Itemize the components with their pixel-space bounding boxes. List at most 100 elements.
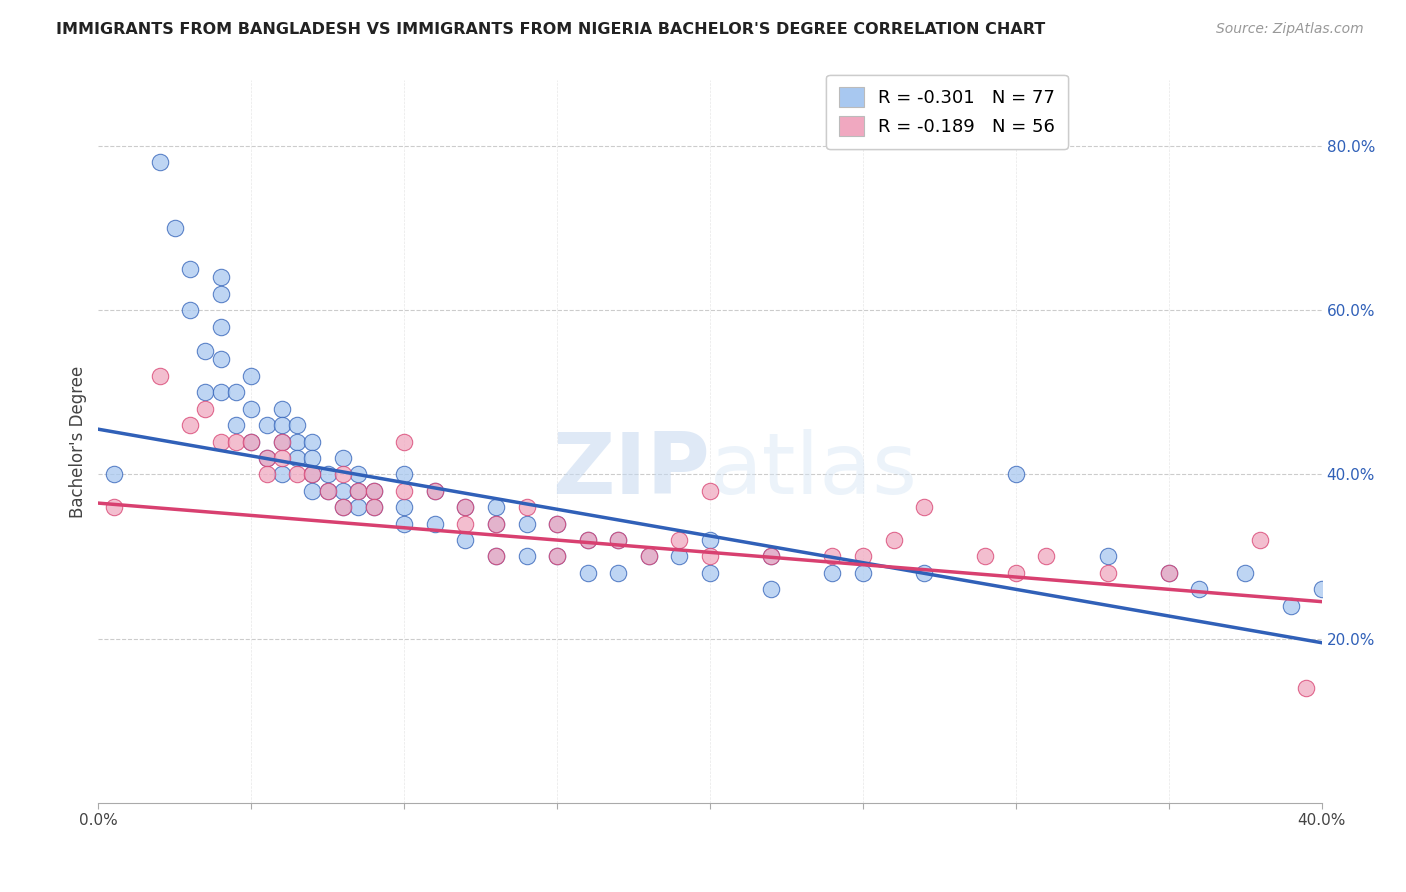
- Point: [240, 401, 263, 416]
- Point: [209, 286, 232, 301]
- Point: [759, 549, 782, 564]
- Point: [392, 483, 416, 498]
- Y-axis label: Bachelor's Degree: Bachelor's Degree: [69, 366, 87, 517]
- Point: [285, 450, 308, 465]
- Point: [209, 319, 232, 334]
- Point: [1249, 533, 1271, 547]
- Point: [637, 549, 661, 564]
- Point: [668, 549, 690, 564]
- Point: [546, 549, 568, 564]
- Point: [485, 516, 508, 531]
- Point: [607, 566, 630, 580]
- Point: [1004, 467, 1026, 482]
- Point: [256, 450, 278, 465]
- Point: [270, 450, 292, 465]
- Point: [516, 500, 538, 515]
- Point: [516, 516, 538, 531]
- Point: [256, 418, 278, 433]
- Point: [194, 385, 217, 400]
- Point: [240, 434, 263, 449]
- Point: [1157, 566, 1180, 580]
- Point: [332, 450, 354, 465]
- Point: [392, 500, 416, 515]
- Point: [103, 467, 125, 482]
- Point: [270, 434, 292, 449]
- Point: [1295, 681, 1317, 695]
- Text: atlas: atlas: [710, 429, 918, 512]
- Point: [256, 450, 278, 465]
- Point: [316, 483, 339, 498]
- Point: [392, 516, 416, 531]
- Point: [759, 549, 782, 564]
- Point: [607, 533, 630, 547]
- Point: [1097, 566, 1119, 580]
- Point: [852, 566, 875, 580]
- Point: [699, 483, 721, 498]
- Point: [225, 418, 247, 433]
- Point: [852, 549, 875, 564]
- Point: [209, 385, 232, 400]
- Point: [912, 566, 935, 580]
- Point: [256, 467, 278, 482]
- Point: [301, 483, 323, 498]
- Point: [363, 483, 385, 498]
- Point: [225, 385, 247, 400]
- Point: [699, 549, 721, 564]
- Text: ZIP: ZIP: [553, 429, 710, 512]
- Point: [392, 434, 416, 449]
- Point: [821, 566, 844, 580]
- Point: [285, 434, 308, 449]
- Point: [699, 533, 721, 547]
- Point: [179, 262, 201, 277]
- Point: [103, 500, 125, 515]
- Point: [240, 434, 263, 449]
- Point: [179, 303, 201, 318]
- Text: IMMIGRANTS FROM BANGLADESH VS IMMIGRANTS FROM NIGERIA BACHELOR'S DEGREE CORRELAT: IMMIGRANTS FROM BANGLADESH VS IMMIGRANTS…: [56, 22, 1046, 37]
- Point: [546, 516, 568, 531]
- Point: [392, 467, 416, 482]
- Point: [363, 500, 385, 515]
- Point: [316, 483, 339, 498]
- Point: [347, 483, 370, 498]
- Point: [1279, 599, 1302, 613]
- Point: [516, 549, 538, 564]
- Point: [240, 368, 263, 383]
- Point: [163, 221, 186, 235]
- Point: [637, 549, 661, 564]
- Point: [423, 483, 446, 498]
- Point: [363, 500, 385, 515]
- Point: [1097, 549, 1119, 564]
- Point: [1188, 582, 1211, 597]
- Point: [332, 483, 354, 498]
- Point: [270, 434, 292, 449]
- Point: [912, 500, 935, 515]
- Point: [485, 549, 508, 564]
- Point: [149, 155, 172, 169]
- Point: [285, 418, 308, 433]
- Point: [607, 533, 630, 547]
- Point: [485, 516, 508, 531]
- Point: [576, 533, 599, 547]
- Point: [301, 434, 323, 449]
- Point: [1234, 566, 1257, 580]
- Point: [332, 467, 354, 482]
- Point: [1310, 582, 1333, 597]
- Point: [270, 467, 292, 482]
- Point: [974, 549, 997, 564]
- Point: [423, 483, 446, 498]
- Point: [209, 434, 232, 449]
- Point: [149, 368, 172, 383]
- Point: [209, 270, 232, 285]
- Point: [759, 582, 782, 597]
- Point: [576, 566, 599, 580]
- Point: [1035, 549, 1057, 564]
- Point: [285, 467, 308, 482]
- Point: [332, 500, 354, 515]
- Point: [485, 500, 508, 515]
- Point: [179, 418, 201, 433]
- Point: [423, 516, 446, 531]
- Point: [347, 467, 370, 482]
- Point: [668, 533, 690, 547]
- Point: [821, 549, 844, 564]
- Point: [883, 533, 905, 547]
